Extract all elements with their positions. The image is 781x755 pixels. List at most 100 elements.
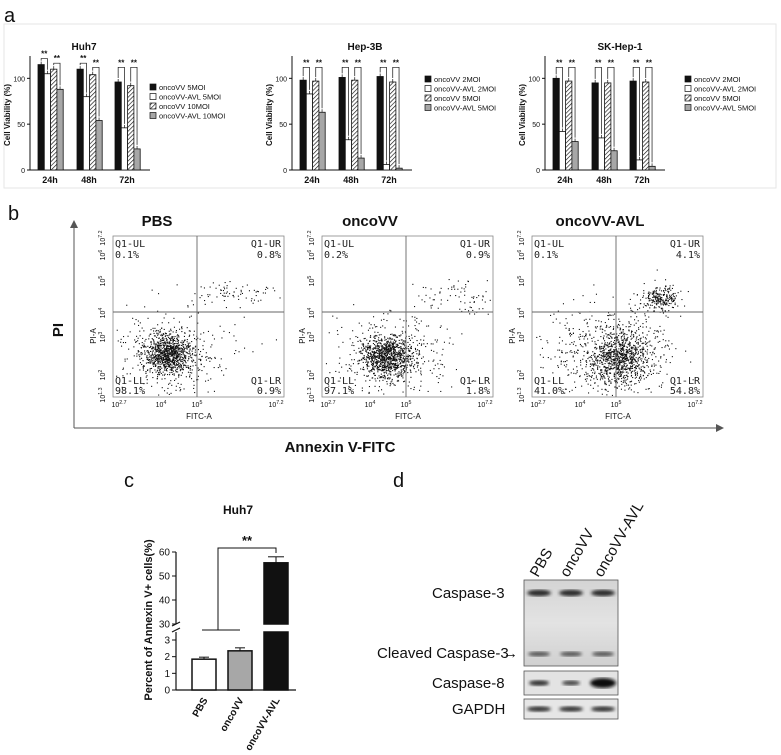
flow-event — [633, 355, 635, 357]
flow-event — [634, 350, 636, 352]
flow-event — [382, 377, 384, 379]
legend-entry: oncoVV 2MOI — [434, 75, 481, 84]
flow-event — [602, 329, 604, 331]
flow-event — [620, 360, 622, 362]
flow-event — [159, 329, 161, 331]
flow-event — [669, 362, 671, 364]
flow-event — [148, 359, 150, 361]
flow-event — [150, 356, 152, 358]
flow-event — [442, 375, 444, 377]
flow-event — [674, 298, 676, 300]
significance-bracket — [568, 66, 576, 138]
flow-event — [158, 333, 160, 335]
flow-event — [588, 375, 590, 377]
flow-event — [595, 330, 597, 332]
flow-event — [176, 345, 178, 347]
flow-event — [151, 385, 153, 387]
flow-event — [167, 347, 169, 349]
flow-event — [375, 355, 377, 357]
flow-event — [646, 353, 648, 355]
flow-event — [404, 359, 406, 361]
flow-event — [626, 359, 628, 361]
flow-event — [642, 370, 644, 372]
flow-event — [630, 365, 632, 367]
flow-event — [363, 345, 365, 347]
flow-event — [637, 351, 639, 353]
flow-event — [671, 356, 673, 358]
flow-event — [371, 356, 373, 358]
flow-event — [156, 350, 158, 352]
flow-event — [481, 299, 483, 301]
flow-event — [614, 377, 616, 379]
flow-event — [179, 350, 181, 352]
flow-event — [642, 296, 644, 298]
flow-event — [380, 365, 382, 367]
flow-event — [565, 352, 567, 354]
flow-event — [621, 352, 623, 354]
flow-event — [643, 361, 645, 363]
legend-swatch — [424, 75, 432, 83]
flow-event — [375, 345, 377, 347]
flow-event — [589, 301, 591, 303]
flow-event — [126, 304, 128, 306]
flow-event — [390, 374, 392, 376]
flow-event — [158, 366, 160, 368]
flow-event — [611, 333, 613, 335]
flow-event — [223, 295, 225, 297]
legend-swatch — [149, 102, 157, 110]
flow-event — [392, 370, 394, 372]
flow-event — [122, 342, 124, 344]
flow-event — [630, 316, 632, 318]
flow-event — [662, 382, 664, 384]
flow-event — [398, 352, 400, 354]
flow-event — [608, 312, 610, 314]
flow-event — [178, 347, 180, 349]
flow-event — [175, 346, 177, 348]
flow-event — [586, 375, 588, 377]
flow-y-tick-label: 102 — [98, 370, 107, 381]
flow-event — [563, 361, 565, 363]
flow-event — [624, 354, 626, 356]
flow-event — [644, 358, 646, 360]
flow-event — [352, 330, 354, 332]
flow-event — [380, 334, 382, 336]
flow-event — [359, 350, 361, 352]
flow-event — [631, 362, 633, 364]
flow-event — [208, 357, 210, 359]
flow-event — [566, 360, 568, 362]
flow-event — [384, 352, 386, 354]
flow-event — [145, 362, 147, 364]
flow-event — [608, 363, 610, 365]
flow-event — [149, 333, 151, 335]
flow-event — [153, 365, 155, 367]
flow-event — [606, 336, 608, 338]
flow-event — [405, 320, 407, 322]
flow-event — [608, 376, 610, 378]
flow-event — [600, 369, 602, 371]
flow-event — [157, 341, 159, 343]
flow-event — [265, 288, 267, 290]
flow-event — [223, 286, 225, 288]
flow-event — [172, 343, 174, 345]
flow-event — [635, 339, 637, 341]
flow-y-tick-label: 104 — [307, 308, 316, 319]
flow-event — [592, 363, 594, 365]
flow-event — [639, 358, 641, 360]
flow-event — [172, 367, 174, 369]
flow-event — [640, 360, 642, 362]
flow-event — [630, 368, 632, 370]
flow-event — [624, 339, 626, 341]
flow-event — [622, 369, 624, 371]
flow-event — [373, 362, 375, 364]
flow-event — [144, 340, 146, 342]
flow-event — [635, 352, 637, 354]
flow-event — [389, 350, 391, 352]
flow-y-axis-label: PI-A — [89, 328, 98, 344]
flow-event — [622, 324, 624, 326]
flow-event — [168, 365, 170, 367]
flow-event — [182, 366, 184, 368]
flow-event — [205, 356, 207, 358]
flow-event — [379, 369, 381, 371]
flow-event — [642, 361, 644, 363]
flow-event — [642, 365, 644, 367]
